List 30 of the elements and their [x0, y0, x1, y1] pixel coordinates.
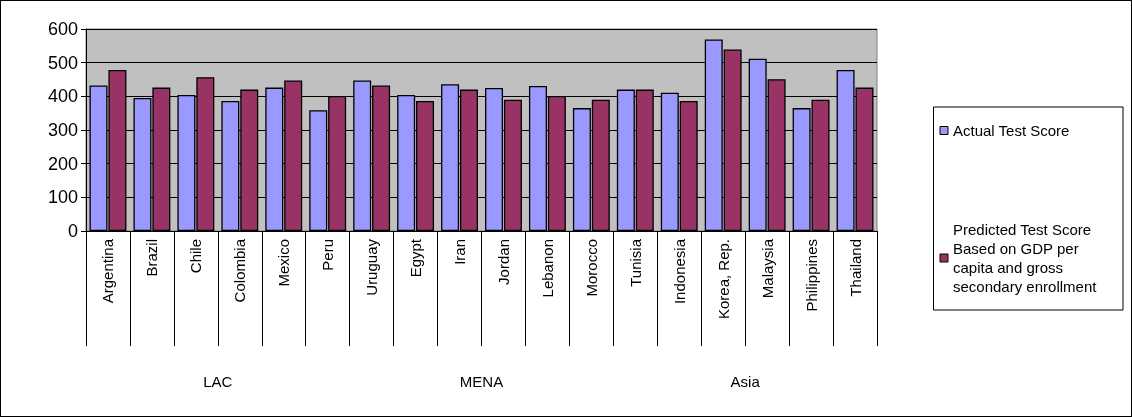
x-tick-label: Mexico: [275, 239, 293, 287]
x-tick-label: Egypt: [407, 238, 425, 278]
text: LAC: [203, 372, 233, 390]
text: Asia: [730, 372, 761, 390]
x-tick-label: Jordan: [494, 239, 512, 285]
text: MENA: [459, 372, 504, 390]
legend-label: Actual Test Score: [953, 122, 1070, 139]
legend-label: Predicted Test Score Based on GDP per capita and gross secondary enrollment: [953, 221, 1098, 295]
x-tick-label: Korea, Rep.: [714, 239, 732, 320]
x-tick-label: Iran: [451, 239, 469, 265]
x-tick-label: Peru: [319, 239, 337, 271]
y-tick-label: 600: [47, 19, 78, 39]
x-tick-label: Morocco: [582, 239, 600, 297]
x-tick-label: Chile: [187, 239, 205, 274]
x-tick-label: Thailand: [846, 239, 864, 297]
y-tick-label: 200: [47, 153, 78, 174]
y-tick-label: 500: [47, 52, 78, 73]
x-tick-label: Philippines: [802, 239, 820, 312]
y-tick-label: 100: [47, 187, 78, 208]
x-tick-label: Tunisia: [626, 238, 644, 287]
x-tick-label: Indonesia: [670, 238, 688, 305]
x-tick-label: Argentina: [99, 238, 117, 304]
x-tick-label: Brazil: [143, 239, 161, 277]
x-tick-label: Uruguay: [363, 238, 381, 296]
y-tick-label: 300: [47, 120, 78, 140]
y-tick-label: 0: [67, 221, 78, 241]
x-tick-label: Colombia: [231, 238, 249, 303]
x-tick-label: Malaysia: [758, 238, 776, 299]
y-tick-label: 400: [47, 86, 78, 107]
x-tick-label: Lebanon: [538, 239, 556, 298]
